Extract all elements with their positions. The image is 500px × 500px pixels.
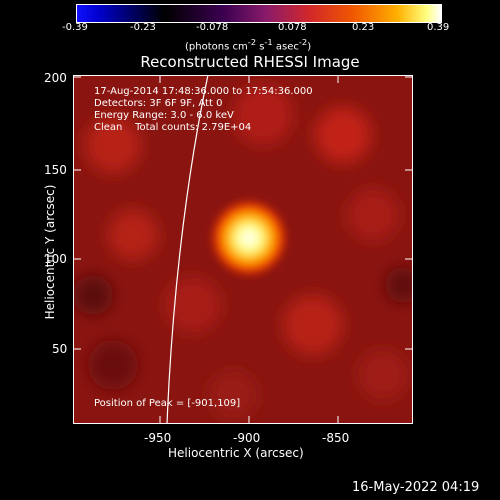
y-axis-title: Heliocentric Y (arcsec) — [43, 184, 57, 320]
y-tick-label: 50 — [52, 342, 68, 356]
background-blobs — [73, 85, 413, 419]
y-tick-label: 150 — [44, 163, 67, 177]
colorbar — [76, 4, 442, 23]
x-tick-label: -900 — [233, 431, 261, 445]
axis-ticks — [73, 75, 413, 424]
y-tick-label: 100 — [44, 252, 67, 266]
flare-source — [209, 198, 289, 278]
rhessi-image — [73, 75, 413, 424]
plot-title: Reconstructed RHESSI Image — [140, 53, 360, 71]
colorbar-tick: 0.078 — [278, 22, 307, 33]
timestamp-footer: 16-May-2022 04:19 — [352, 480, 480, 495]
clean-counts: Clean Total counts: 2.79E+04 — [94, 122, 252, 133]
x-axis-title: Heliocentric X (arcsec) — [168, 446, 304, 460]
x-tick-label: -850 — [322, 431, 350, 445]
colorbar-tick: -0.39 — [62, 22, 88, 33]
colorbar-tick: 0.23 — [352, 22, 375, 33]
colorbar-tick: -0.078 — [196, 22, 229, 33]
colorbar-unit: (photons cm-2 s-1 asec-2) — [185, 37, 312, 53]
x-tick-label: -950 — [144, 431, 172, 445]
peak-position: Position of Peak = [-901,109] — [94, 398, 241, 409]
colorbar-tick: -0.23 — [130, 22, 156, 33]
detectors: Detectors: 3F 6F 9F, Att 0 — [94, 98, 223, 109]
colorbar-tick: 0.39 — [427, 22, 450, 33]
time-range: 17-Aug-2014 17:48:36.000 to 17:54:36.000 — [94, 86, 313, 97]
y-tick-label: 200 — [44, 71, 67, 85]
solar-limb — [166, 75, 209, 424]
energy-range: Energy Range: 3.0 - 6.0 keV — [94, 110, 234, 121]
